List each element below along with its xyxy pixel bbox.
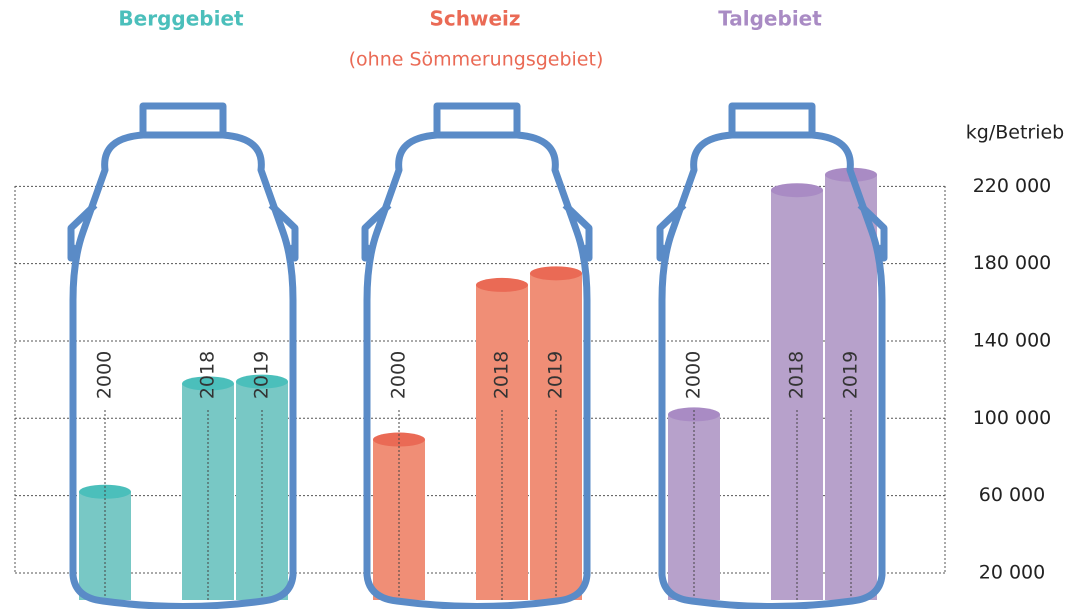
y-tick-label: 20 000 <box>979 561 1045 583</box>
year-label: 2018 <box>197 351 219 399</box>
bar <box>79 491 131 600</box>
y-axis-label: kg/Betrieb <box>966 122 1064 144</box>
year-label: 2000 <box>683 351 705 399</box>
group-title: Schweiz <box>429 7 520 31</box>
year-label: 2018 <box>491 351 513 399</box>
annotation: (ohne Sömmerungsgebiet) <box>349 49 604 71</box>
can-side-handle <box>656 202 687 262</box>
group-title: Berggebiet <box>118 7 244 31</box>
year-label: 2019 <box>251 351 273 399</box>
year-label: 2000 <box>94 351 116 399</box>
can-outline <box>658 131 886 609</box>
y-tick-label: 100 000 <box>973 407 1052 429</box>
y-tick-label: 180 000 <box>973 252 1052 274</box>
y-tick-label: 220 000 <box>973 175 1052 197</box>
can-side-handle <box>67 202 98 262</box>
can-side-handle <box>361 202 392 262</box>
bar-top <box>771 183 823 198</box>
bar <box>825 174 877 600</box>
year-label: 2018 <box>786 351 808 399</box>
bar-top <box>182 376 234 391</box>
can-handle <box>433 102 521 135</box>
year-label: 2000 <box>388 351 410 399</box>
year-label: 2019 <box>840 351 862 399</box>
group-title: Talgebiet <box>718 7 822 31</box>
can-handle <box>139 102 227 135</box>
bar-top <box>476 277 528 292</box>
year-label: 2019 <box>545 351 567 399</box>
bar-top <box>530 266 582 281</box>
can-handle <box>728 102 816 135</box>
can-outline <box>69 131 297 609</box>
y-tick-label: 140 000 <box>973 329 1052 351</box>
can-side-handle <box>562 202 593 262</box>
can-side-handle <box>268 202 299 262</box>
bar <box>530 273 582 600</box>
y-tick-label: 60 000 <box>979 484 1045 506</box>
bar-top <box>236 374 288 389</box>
can-side-handle <box>857 202 888 262</box>
can-outline <box>363 131 591 609</box>
